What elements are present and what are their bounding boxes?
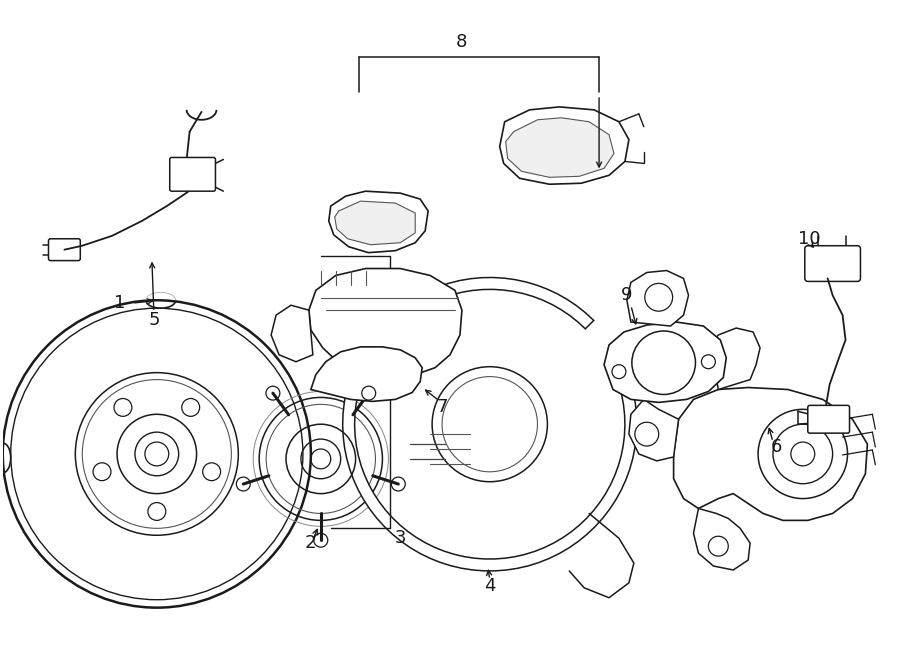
Polygon shape xyxy=(506,118,614,177)
FancyBboxPatch shape xyxy=(49,239,80,260)
Polygon shape xyxy=(629,399,679,461)
Polygon shape xyxy=(500,107,629,184)
Text: 2: 2 xyxy=(305,534,317,552)
FancyBboxPatch shape xyxy=(805,246,860,282)
Polygon shape xyxy=(271,305,313,362)
Polygon shape xyxy=(343,278,637,571)
Text: 1: 1 xyxy=(114,294,126,312)
Polygon shape xyxy=(309,268,462,377)
Circle shape xyxy=(135,432,179,476)
FancyBboxPatch shape xyxy=(170,157,215,191)
Polygon shape xyxy=(673,387,868,520)
Circle shape xyxy=(432,367,547,482)
Polygon shape xyxy=(694,508,750,570)
Text: 7: 7 xyxy=(436,399,448,416)
Circle shape xyxy=(117,414,196,494)
Text: 9: 9 xyxy=(621,286,633,304)
Polygon shape xyxy=(335,201,415,245)
Text: 4: 4 xyxy=(484,577,496,595)
Polygon shape xyxy=(328,191,428,253)
Text: 10: 10 xyxy=(798,230,821,248)
Polygon shape xyxy=(604,322,726,403)
Polygon shape xyxy=(310,347,422,401)
Circle shape xyxy=(632,331,696,395)
Polygon shape xyxy=(627,270,688,326)
Text: 6: 6 xyxy=(770,438,782,456)
Circle shape xyxy=(758,409,848,498)
Text: 8: 8 xyxy=(456,34,468,52)
Text: 5: 5 xyxy=(148,311,159,329)
FancyBboxPatch shape xyxy=(808,405,850,433)
Text: 3: 3 xyxy=(394,529,406,547)
Polygon shape xyxy=(708,328,760,389)
